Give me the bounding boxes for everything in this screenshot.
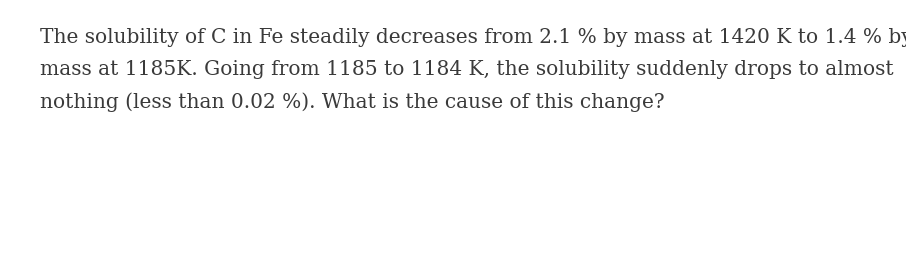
Text: mass at 1185K. Going from 1185 to 1184 K, the solubility suddenly drops to almos: mass at 1185K. Going from 1185 to 1184 K… xyxy=(40,60,893,79)
Text: nothing (less than 0.02 %). What is the cause of this change?: nothing (less than 0.02 %). What is the … xyxy=(40,92,665,112)
Text: The solubility of C in Fe steadily decreases from 2.1 % by mass at 1420 K to 1.4: The solubility of C in Fe steadily decre… xyxy=(40,28,906,47)
